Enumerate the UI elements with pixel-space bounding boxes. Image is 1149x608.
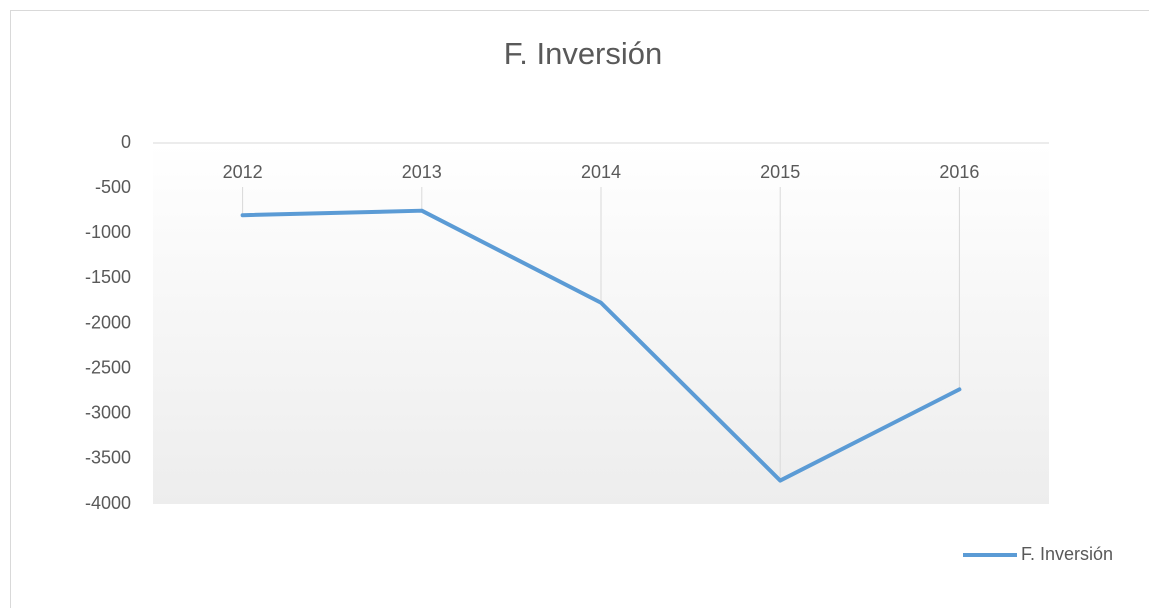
y-tick-label: -2000 — [85, 312, 131, 332]
x-tick-label: 2014 — [581, 162, 621, 182]
chart-title: F. Inversión — [504, 36, 663, 71]
x-tick-label: 2012 — [223, 162, 263, 182]
x-tick-label: 2015 — [760, 162, 800, 182]
y-tick-label: -1500 — [85, 267, 131, 287]
y-tick-label: -3000 — [85, 403, 131, 423]
x-tick-label: 2013 — [402, 162, 442, 182]
y-tick-label: 0 — [121, 132, 131, 152]
legend-label: F. Inversión — [1021, 544, 1113, 564]
series-line — [240, 208, 962, 483]
x-tick-label: 2016 — [939, 162, 979, 182]
y-tick-label: -3500 — [85, 448, 131, 468]
y-tick-label: -2500 — [85, 357, 131, 377]
y-tick-label: -500 — [95, 177, 131, 197]
y-tick-label: -4000 — [85, 493, 131, 513]
y-tick-label: -1000 — [85, 222, 131, 242]
